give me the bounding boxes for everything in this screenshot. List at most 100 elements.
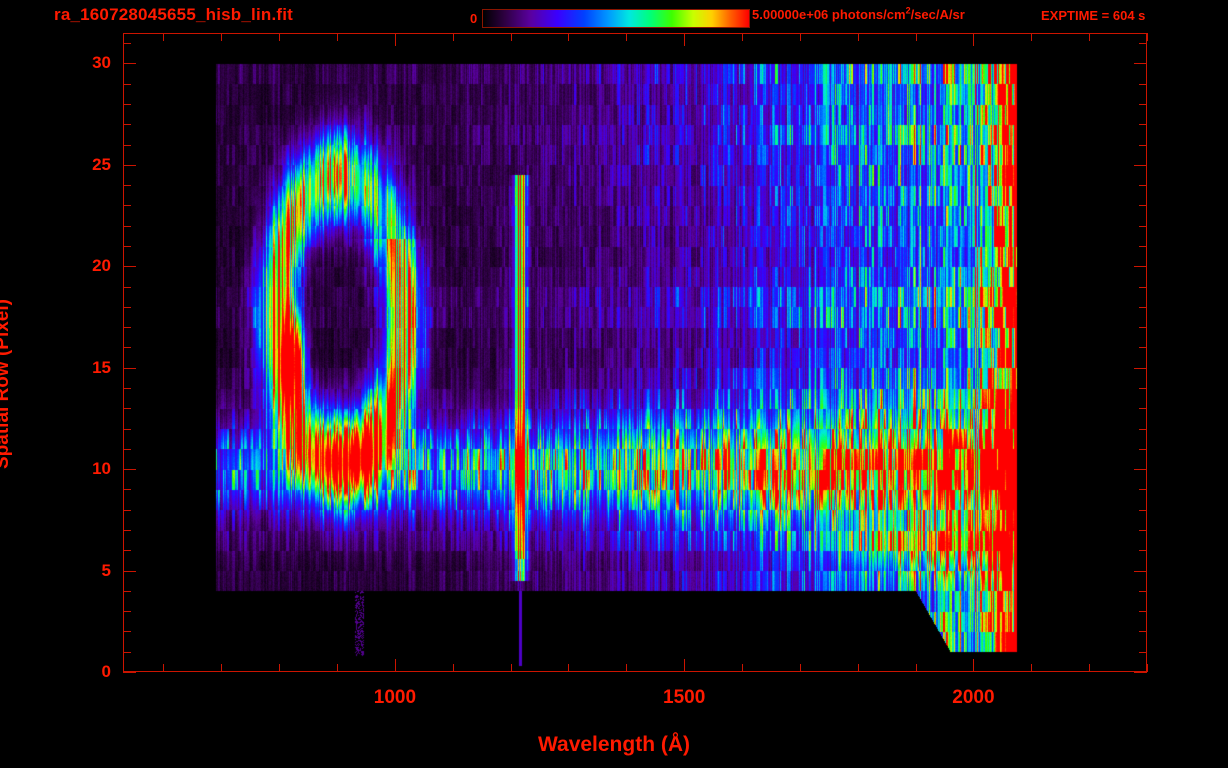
y-major-tick: [123, 266, 136, 267]
y-major-tick: [123, 368, 136, 369]
y-tick-label: 30: [92, 53, 111, 73]
y-minor-tick: [123, 327, 131, 328]
x-minor-tick: [511, 664, 512, 672]
y-major-tick: [123, 63, 136, 64]
x-minor-tick: [1089, 664, 1090, 672]
y-minor-tick-right: [1139, 347, 1147, 348]
y-axis-title: Spatial Row (Pixel): [0, 299, 13, 469]
x-axis-title: Wavelength (Å): [537, 733, 691, 756]
x-minor-tick: [221, 664, 222, 672]
y-major-tick-right: [1134, 672, 1147, 673]
y-tick-label: 10: [92, 459, 111, 479]
y-minor-tick-right: [1139, 449, 1147, 450]
y-minor-tick-right: [1139, 246, 1147, 247]
x-minor-tick: [916, 664, 917, 672]
y-minor-tick-right: [1139, 104, 1147, 105]
x-major-tick: [684, 659, 685, 672]
y-minor-tick-right: [1139, 43, 1147, 44]
x-minor-tick: [1031, 664, 1032, 672]
y-minor-tick: [123, 388, 131, 389]
x-minor-tick: [742, 664, 743, 672]
x-minor-tick-top: [279, 33, 280, 41]
y-minor-tick: [123, 226, 131, 227]
y-minor-tick-right: [1139, 591, 1147, 592]
x-minor-tick: [1147, 664, 1148, 672]
x-minor-tick-top: [511, 33, 512, 41]
x-minor-tick: [858, 664, 859, 672]
x-minor-tick: [568, 664, 569, 672]
x-minor-tick-top: [1031, 33, 1032, 41]
y-minor-tick-right: [1139, 429, 1147, 430]
y-tick-label: 0: [101, 662, 111, 681]
x-minor-tick: [626, 664, 627, 672]
y-tick-label: 25: [92, 154, 111, 174]
x-minor-tick-top: [800, 33, 801, 41]
y-major-tick: [123, 672, 136, 673]
y-minor-tick: [123, 611, 131, 612]
y-major-tick-right: [1134, 469, 1147, 470]
x-minor-tick: [337, 664, 338, 672]
y-major-tick-right: [1134, 63, 1147, 64]
y-minor-tick-right: [1139, 307, 1147, 308]
x-major-tick: [973, 659, 974, 672]
y-minor-tick-right: [1139, 611, 1147, 612]
y-minor-tick: [123, 347, 131, 348]
x-major-tick-top: [973, 33, 974, 46]
y-major-tick: [123, 165, 136, 166]
x-minor-tick-top: [1147, 33, 1148, 41]
page-title: ra_160728045655_hisb_lin.fit: [54, 5, 294, 24]
x-minor-tick-top: [337, 33, 338, 41]
y-major-tick-right: [1134, 571, 1147, 572]
y-minor-tick-right: [1139, 631, 1147, 632]
y-major-tick-right: [1134, 368, 1147, 369]
y-minor-tick-right: [1139, 145, 1147, 146]
x-minor-tick-top: [916, 33, 917, 41]
y-minor-tick: [123, 530, 131, 531]
y-minor-tick: [123, 429, 131, 430]
y-minor-tick: [123, 124, 131, 125]
y-minor-tick-right: [1139, 205, 1147, 206]
y-minor-tick: [123, 185, 131, 186]
y-tick-label: 15: [92, 357, 111, 377]
y-minor-tick: [123, 43, 131, 44]
y-major-tick: [123, 469, 136, 470]
y-major-tick-right: [1134, 266, 1147, 267]
x-major-tick-top: [684, 33, 685, 46]
x-minor-tick-top: [453, 33, 454, 41]
y-minor-tick: [123, 307, 131, 308]
y-tick-label: 5: [101, 560, 111, 580]
y-minor-tick: [123, 652, 131, 653]
y-minor-tick-right: [1139, 489, 1147, 490]
colorbar-max-exponent: 2: [905, 5, 911, 16]
y-minor-tick-right: [1139, 124, 1147, 125]
y-minor-tick: [123, 591, 131, 592]
spectrogram-image: [124, 34, 1146, 671]
x-major-tick: [395, 659, 396, 672]
y-minor-tick-right: [1139, 287, 1147, 288]
x-minor-tick: [279, 664, 280, 672]
y-minor-tick: [123, 510, 131, 511]
y-major-tick: [123, 571, 136, 572]
y-minor-tick-right: [1139, 84, 1147, 85]
x-minor-tick: [163, 664, 164, 672]
y-minor-tick: [123, 84, 131, 85]
y-minor-tick-right: [1139, 510, 1147, 511]
x-minor-tick-top: [626, 33, 627, 41]
colorbar-gradient: [482, 8, 751, 28]
y-minor-tick: [123, 449, 131, 450]
x-minor-tick-top: [221, 33, 222, 41]
y-minor-tick-right: [1139, 408, 1147, 409]
exposure-time-label: EXPTIME = 604 s: [1041, 8, 1146, 23]
colorbar-max-label: 5.00000e+06 photons/cm2/sec/A/sr: [752, 5, 965, 22]
x-minor-tick-top: [742, 33, 743, 41]
y-minor-tick-right: [1139, 226, 1147, 227]
y-tick-label: 20: [92, 256, 111, 276]
x-minor-tick-top: [568, 33, 569, 41]
plot-frame: [123, 33, 1147, 672]
colorbar-max-value: 5.00000e+06 photons/cm: [752, 7, 906, 22]
x-minor-tick: [800, 664, 801, 672]
y-minor-tick: [123, 205, 131, 206]
y-minor-tick: [123, 104, 131, 105]
y-minor-tick: [123, 550, 131, 551]
